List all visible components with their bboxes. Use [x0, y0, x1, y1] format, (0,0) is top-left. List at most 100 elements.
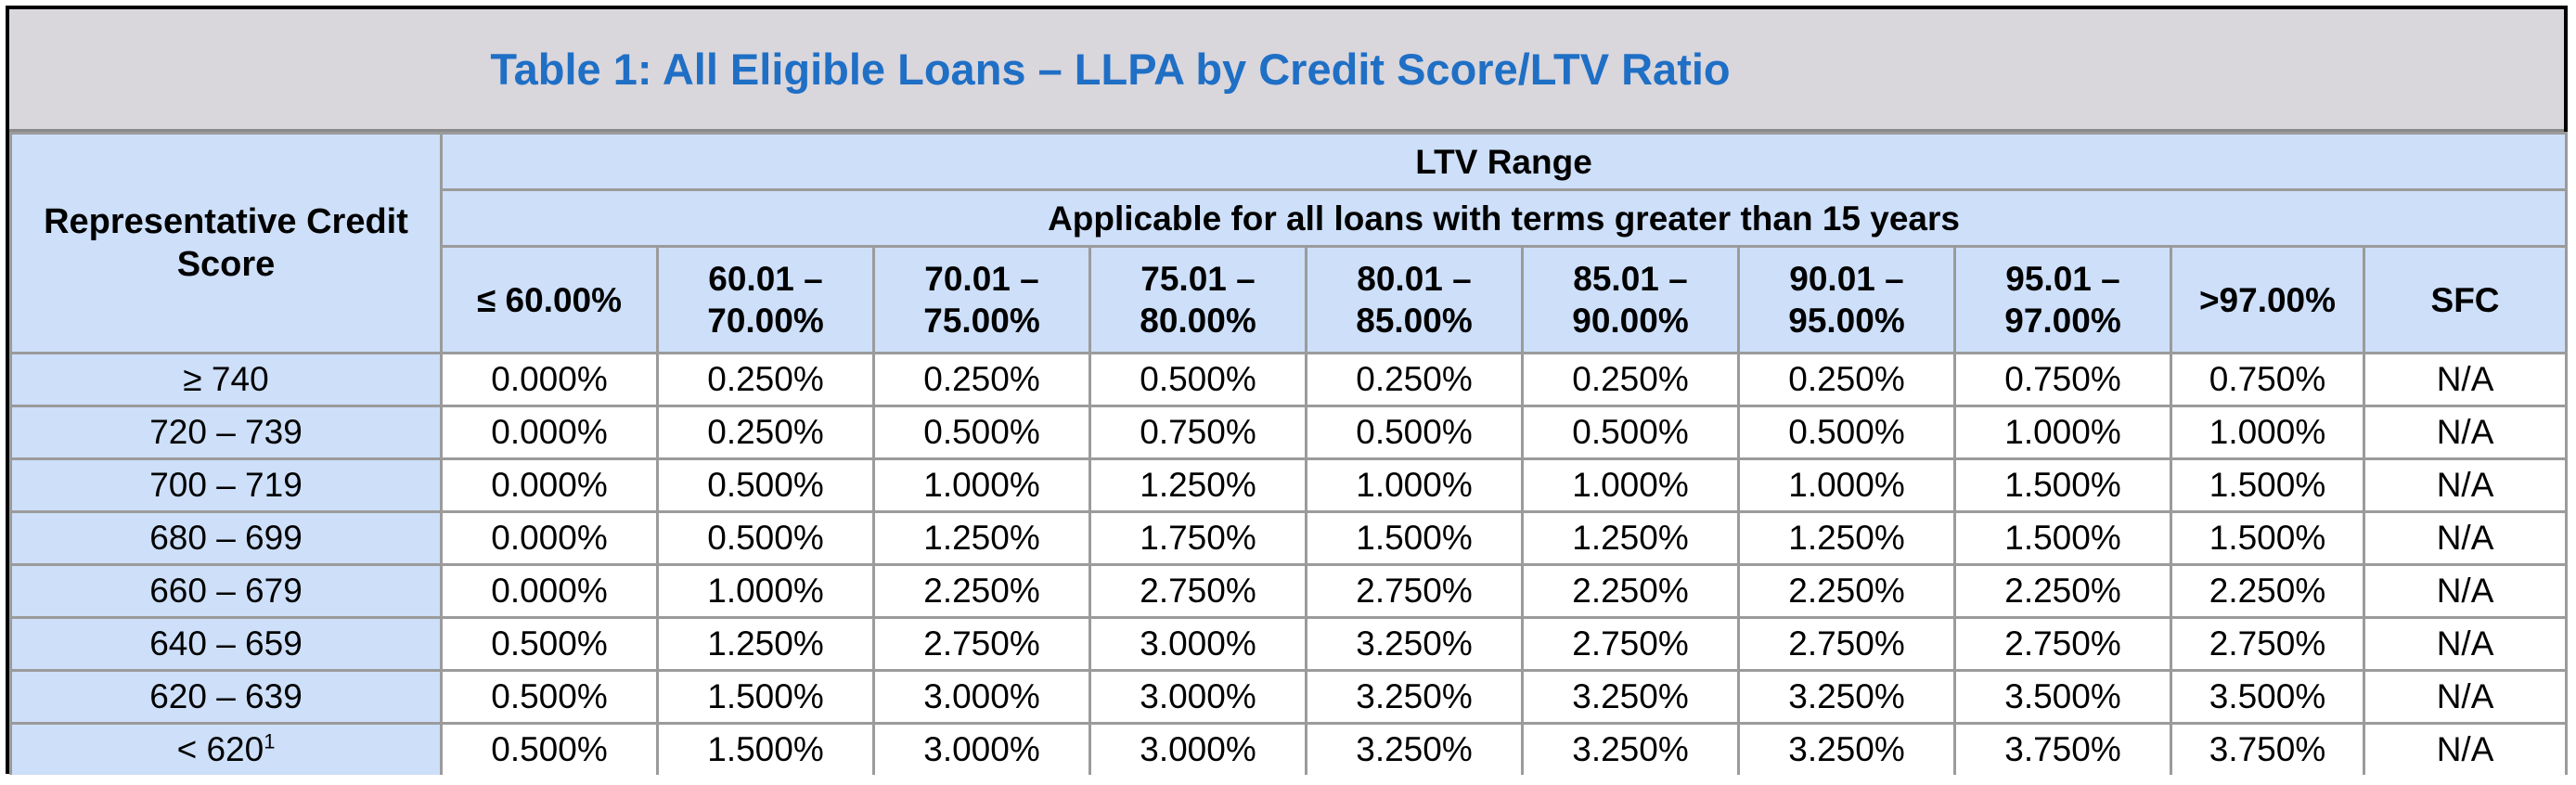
column-header-line2: 95.00%	[1788, 302, 1905, 340]
llpa-value-cell: 0.000%	[440, 563, 659, 619]
table-title: Table 1: All Eligible Loans – LLPA by Cr…	[490, 45, 1731, 94]
llpa-value-cell: 3.500%	[2170, 669, 2365, 725]
ltv-column-header: 60.01 – 70.00%	[656, 245, 875, 354]
llpa-value-cell: 1.000%	[1305, 457, 1524, 513]
credit-score-label: 620 – 639	[9, 669, 443, 725]
llpa-value-cell: 1.500%	[1953, 510, 2172, 566]
credit-score-text: 720 – 739	[149, 413, 303, 451]
table-row: 620 – 639 0.500% 1.500% 3.000% 3.000% 3.250% 3…	[9, 669, 2569, 725]
llpa-value-cell: 1.500%	[2170, 457, 2365, 513]
llpa-value-cell: 2.250%	[2170, 563, 2365, 619]
llpa-value-cell: 3.250%	[1521, 722, 1740, 775]
llpa-value-cell: 1.500%	[1953, 457, 2172, 513]
ltv-column-header: 80.01 – 85.00%	[1305, 245, 1524, 354]
llpa-value-cell: 2.750%	[1305, 563, 1524, 619]
credit-score-label: < 6201	[9, 722, 443, 775]
credit-score-text: ≥ 740	[183, 360, 269, 398]
llpa-value-cell: 0.500%	[440, 722, 659, 775]
ltv-column-header: ≤ 60.00%	[440, 245, 659, 354]
llpa-value-cell: N/A	[2362, 616, 2569, 672]
row-label-header: Representative Credit Score	[9, 132, 443, 354]
llpa-value-cell: 0.500%	[1088, 352, 1307, 407]
column-header-line2: 97.00%	[2004, 302, 2121, 340]
llpa-value-cell: 0.500%	[1737, 405, 1956, 460]
column-header-line1: 75.01 –	[1140, 260, 1256, 298]
credit-score-label: 680 – 699	[9, 510, 443, 566]
credit-score-text: 660 – 679	[149, 572, 303, 610]
table-row: 640 – 659 0.500% 1.250% 2.750% 3.000% 3.250% 2…	[9, 616, 2569, 672]
llpa-value-cell: 1.500%	[656, 669, 875, 725]
llpa-value-cell: 2.250%	[1521, 563, 1740, 619]
column-header-line1: 85.01 –	[1573, 260, 1688, 298]
llpa-value-cell: 0.500%	[656, 510, 875, 566]
llpa-value-cell: 3.250%	[1305, 669, 1524, 725]
llpa-value-cell: N/A	[2362, 457, 2569, 513]
llpa-value-cell: N/A	[2362, 563, 2569, 619]
column-header-line1: 70.01 –	[924, 260, 1039, 298]
table-row: 700 – 719 0.000% 0.500% 1.000% 1.250% 1.000% 1…	[9, 457, 2569, 513]
llpa-value-cell: 0.750%	[1088, 405, 1307, 460]
table-row: < 6201 0.500% 1.500% 3.000% 3.000% 3.250% 3.25…	[9, 722, 2569, 775]
llpa-value-cell: 0.750%	[1953, 352, 2172, 407]
llpa-value-cell: 1.500%	[1305, 510, 1524, 566]
column-header-line2: 85.00%	[1356, 302, 1473, 340]
llpa-value-cell: 0.500%	[440, 669, 659, 725]
credit-score-text: 680 – 699	[149, 519, 303, 557]
llpa-value-cell: 3.250%	[1305, 722, 1524, 775]
ltv-column-header: 95.01 – 97.00%	[1953, 245, 2172, 354]
credit-score-label: 640 – 659	[9, 616, 443, 672]
credit-score-text: 700 – 719	[149, 466, 303, 504]
ltv-column-header: 75.01 – 80.00%	[1088, 245, 1307, 354]
llpa-value-cell: 1.250%	[1737, 510, 1956, 566]
llpa-value-cell: 1.000%	[1737, 457, 1956, 513]
llpa-value-cell: N/A	[2362, 405, 2569, 460]
column-header-line1: >97.00%	[2198, 280, 2337, 319]
table-row: 720 – 739 0.000% 0.250% 0.500% 0.750% 0.500% 0…	[9, 405, 2569, 460]
llpa-value-cell: 3.250%	[1521, 669, 1740, 725]
llpa-value-cell: 2.750%	[2170, 616, 2365, 672]
llpa-value-cell: 1.250%	[656, 616, 875, 672]
llpa-value-cell: N/A	[2362, 352, 2569, 407]
credit-score-text: 620 – 639	[149, 677, 303, 715]
terms-note-header: Applicable for all loans with terms grea…	[439, 188, 2569, 248]
credit-score-label: ≥ 740	[9, 352, 443, 407]
ltv-column-header: 85.01 – 90.00%	[1521, 245, 1740, 354]
llpa-value-cell: 0.000%	[440, 457, 659, 513]
llpa-value-cell: N/A	[2362, 669, 2569, 725]
llpa-value-cell: 0.250%	[1737, 352, 1956, 407]
llpa-value-cell: 1.000%	[1953, 405, 2172, 460]
llpa-value-cell: 3.750%	[1953, 722, 2172, 775]
llpa-value-cell: 3.000%	[1088, 669, 1307, 725]
column-header-line1: SFC	[2430, 280, 2500, 319]
llpa-value-cell: 1.000%	[1521, 457, 1740, 513]
llpa-value-cell: 0.000%	[440, 352, 659, 407]
llpa-value-cell: 2.250%	[1953, 563, 2172, 619]
llpa-value-cell: 1.000%	[2170, 405, 2365, 460]
llpa-value-cell: 1.750%	[1088, 510, 1307, 566]
title-bar: Table 1: All Eligible Loans – LLPA by Cr…	[9, 9, 2564, 132]
table-row: 660 – 679 0.000% 1.000% 2.250% 2.750% 2.750% 2…	[9, 563, 2569, 619]
column-header-line2: 90.00%	[1572, 302, 1689, 340]
column-header-line2: 75.00%	[923, 302, 1040, 340]
column-header-line1: 90.01 –	[1789, 260, 1904, 298]
llpa-value-cell: 2.750%	[1521, 616, 1740, 672]
llpa-value-cell: 0.500%	[1521, 405, 1740, 460]
llpa-value-cell: 0.750%	[2170, 352, 2365, 407]
llpa-value-cell: N/A	[2362, 722, 2569, 775]
llpa-value-cell: 0.500%	[656, 457, 875, 513]
llpa-value-cell: 0.250%	[1521, 352, 1740, 407]
llpa-value-cell: 3.000%	[1088, 616, 1307, 672]
llpa-value-cell: 3.500%	[1953, 669, 2172, 725]
llpa-value-cell: 0.000%	[440, 510, 659, 566]
llpa-value-cell: 1.500%	[2170, 510, 2365, 566]
table-row: ≥ 740 0.000% 0.250% 0.250% 0.500% 0.250% 0.250…	[9, 352, 2569, 407]
llpa-value-cell: 0.250%	[1305, 352, 1524, 407]
column-header-line1: 80.01 –	[1357, 260, 1472, 298]
credit-score-label: 700 – 719	[9, 457, 443, 513]
ltv-column-header: 90.01 – 95.00%	[1737, 245, 1956, 354]
table-row: 680 – 699 0.000% 0.500% 1.250% 1.750% 1.500% 1…	[9, 510, 2569, 566]
column-header-line2: 70.00%	[707, 302, 824, 340]
llpa-value-cell: 0.500%	[1305, 405, 1524, 460]
llpa-value-cell: 2.750%	[872, 616, 1091, 672]
llpa-value-cell: 2.250%	[1737, 563, 1956, 619]
